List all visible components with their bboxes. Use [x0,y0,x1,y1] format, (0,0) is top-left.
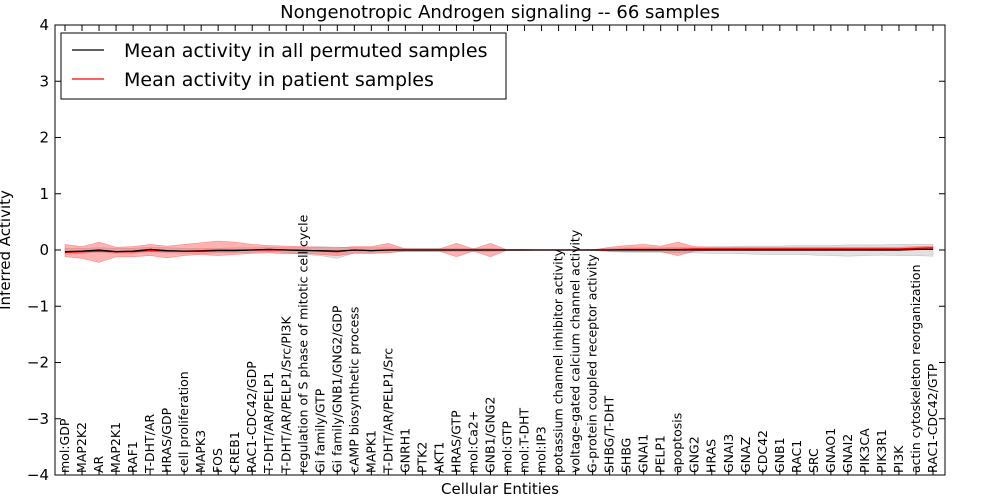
x-tick-label: T-DHT/AR/PELP1/Src/PI3K [278,316,293,474]
x-tick-label: actin cytoskeleton reorganization [908,264,923,473]
x-tick-label: GNAZ [738,437,753,473]
y-tick-label: −2 [27,354,49,372]
x-tick-label: PTK2 [414,442,429,473]
x-tick-label: HRAS/GTP [448,410,463,473]
x-tick-label: mol:Ca2+ [465,411,480,473]
x-tick-label: T-DHT/AR/PELP1 [261,372,276,474]
x-tick-label: mol:GTP [500,421,515,473]
legend: Mean activity in all permuted samples Me… [60,32,507,100]
x-tick-label: HRAS/GDP [159,407,174,473]
x-tick-label: SHBG [619,438,634,473]
x-tick-label: AKT1 [431,442,446,473]
chart-title: Nongenotropic Androgen signaling -- 66 s… [280,2,720,23]
x-tick-label: voltage-gated calcium channel activity [568,229,583,473]
y-tick-label: −1 [27,297,49,315]
x-tick-label: RAC1-CDC42/GTP [925,363,940,473]
x-tick-label: G-protein coupled receptor activity [585,254,600,473]
x-tick-label: cell proliferation [176,371,191,473]
x-tick-label: HRAS [704,439,719,473]
x-tick-label: cAMP biosynthetic process [346,307,361,473]
x-tick-label: SHBG/T-DHT [602,395,617,473]
legend-label-permuted: Mean activity in all permuted samples [124,40,487,62]
y-tick-label: 1 [39,185,49,203]
x-tick-label: RAC1 [789,440,804,473]
line-permuted [64,248,933,253]
x-tick-label: MAP2K2 [74,422,89,473]
confidence-bands [64,240,934,263]
x-tick-label: GNAO1 [823,428,838,473]
x-axis-label: Cellular Entities [441,480,559,498]
legend-label-patient: Mean activity in patient samples [124,69,434,91]
y-tick-label: 0 [39,241,49,259]
x-tick-label: RAC1-CDC42/GDP [244,361,259,473]
y-tick-label: −3 [27,410,49,428]
x-tick-label: GNAI3 [721,434,736,473]
x-tick-label: Gi family/GTP [312,388,327,473]
x-tick-label: T-DHT/AR/PELP1/Src [380,348,395,474]
x-tick-label: apoptosis [670,413,685,473]
x-tick-label: mol:T-DHT [517,407,532,473]
y-tick-label: 4 [39,16,49,34]
series-lines [64,247,934,253]
x-tick-label: SRC [806,448,821,473]
x-tick-label: PIK3CA [857,428,872,473]
x-tick-label: PIK3R1 [874,429,889,473]
y-axis: −4 −3 −2 −1 0 1 2 3 4 [27,16,945,484]
y-tick-label: 3 [39,72,49,90]
x-tick-label: PELP1 [653,435,668,473]
x-tick-label: potassium channel inhibitor activity [551,248,566,473]
x-tick-label: CREB1 [227,431,242,473]
x-tick-label: PI3K [891,445,906,473]
x-tick-label: AR [91,455,106,473]
x-tick-label: MAP2K1 [108,422,123,473]
x-tick-label: MAPK1 [363,430,378,473]
y-tick-label: 2 [39,129,49,147]
x-tick-label: GNB1 [772,437,787,473]
x-tick-label: FOS [210,448,225,473]
x-tick-label: CDC42 [755,430,770,473]
x-axis: mol:GDP MAP2K2 AR MAP2K1 RAF1 T-DHT/AR HRAS/GD… [57,25,940,475]
y-tick-label: −4 [27,466,49,484]
x-tick-label: Gi family/GNB1/GNG2/GDP [329,305,344,473]
x-tick-label: mol:IP3 [534,426,549,473]
legend-box [60,32,507,100]
y-axis-label: Inferred Activity [0,190,14,310]
x-tick-label: RAF1 [125,441,140,473]
x-tick-label: GNRH1 [397,428,412,473]
x-tick-label: MAPK3 [193,430,208,473]
x-tick-label: GNAI2 [840,434,855,473]
x-tick-label: GNB1/GNG2 [482,397,497,473]
x-tick-label: GNAI1 [636,434,651,473]
x-tick-label: GNG2 [687,436,702,473]
x-tick-label: mol:GDP [57,418,72,473]
x-tick-label: T-DHT/AR [142,414,157,474]
band-permuted [64,244,934,259]
x-tick-label: regulation of S phase of mitotic cell cy… [295,214,310,473]
